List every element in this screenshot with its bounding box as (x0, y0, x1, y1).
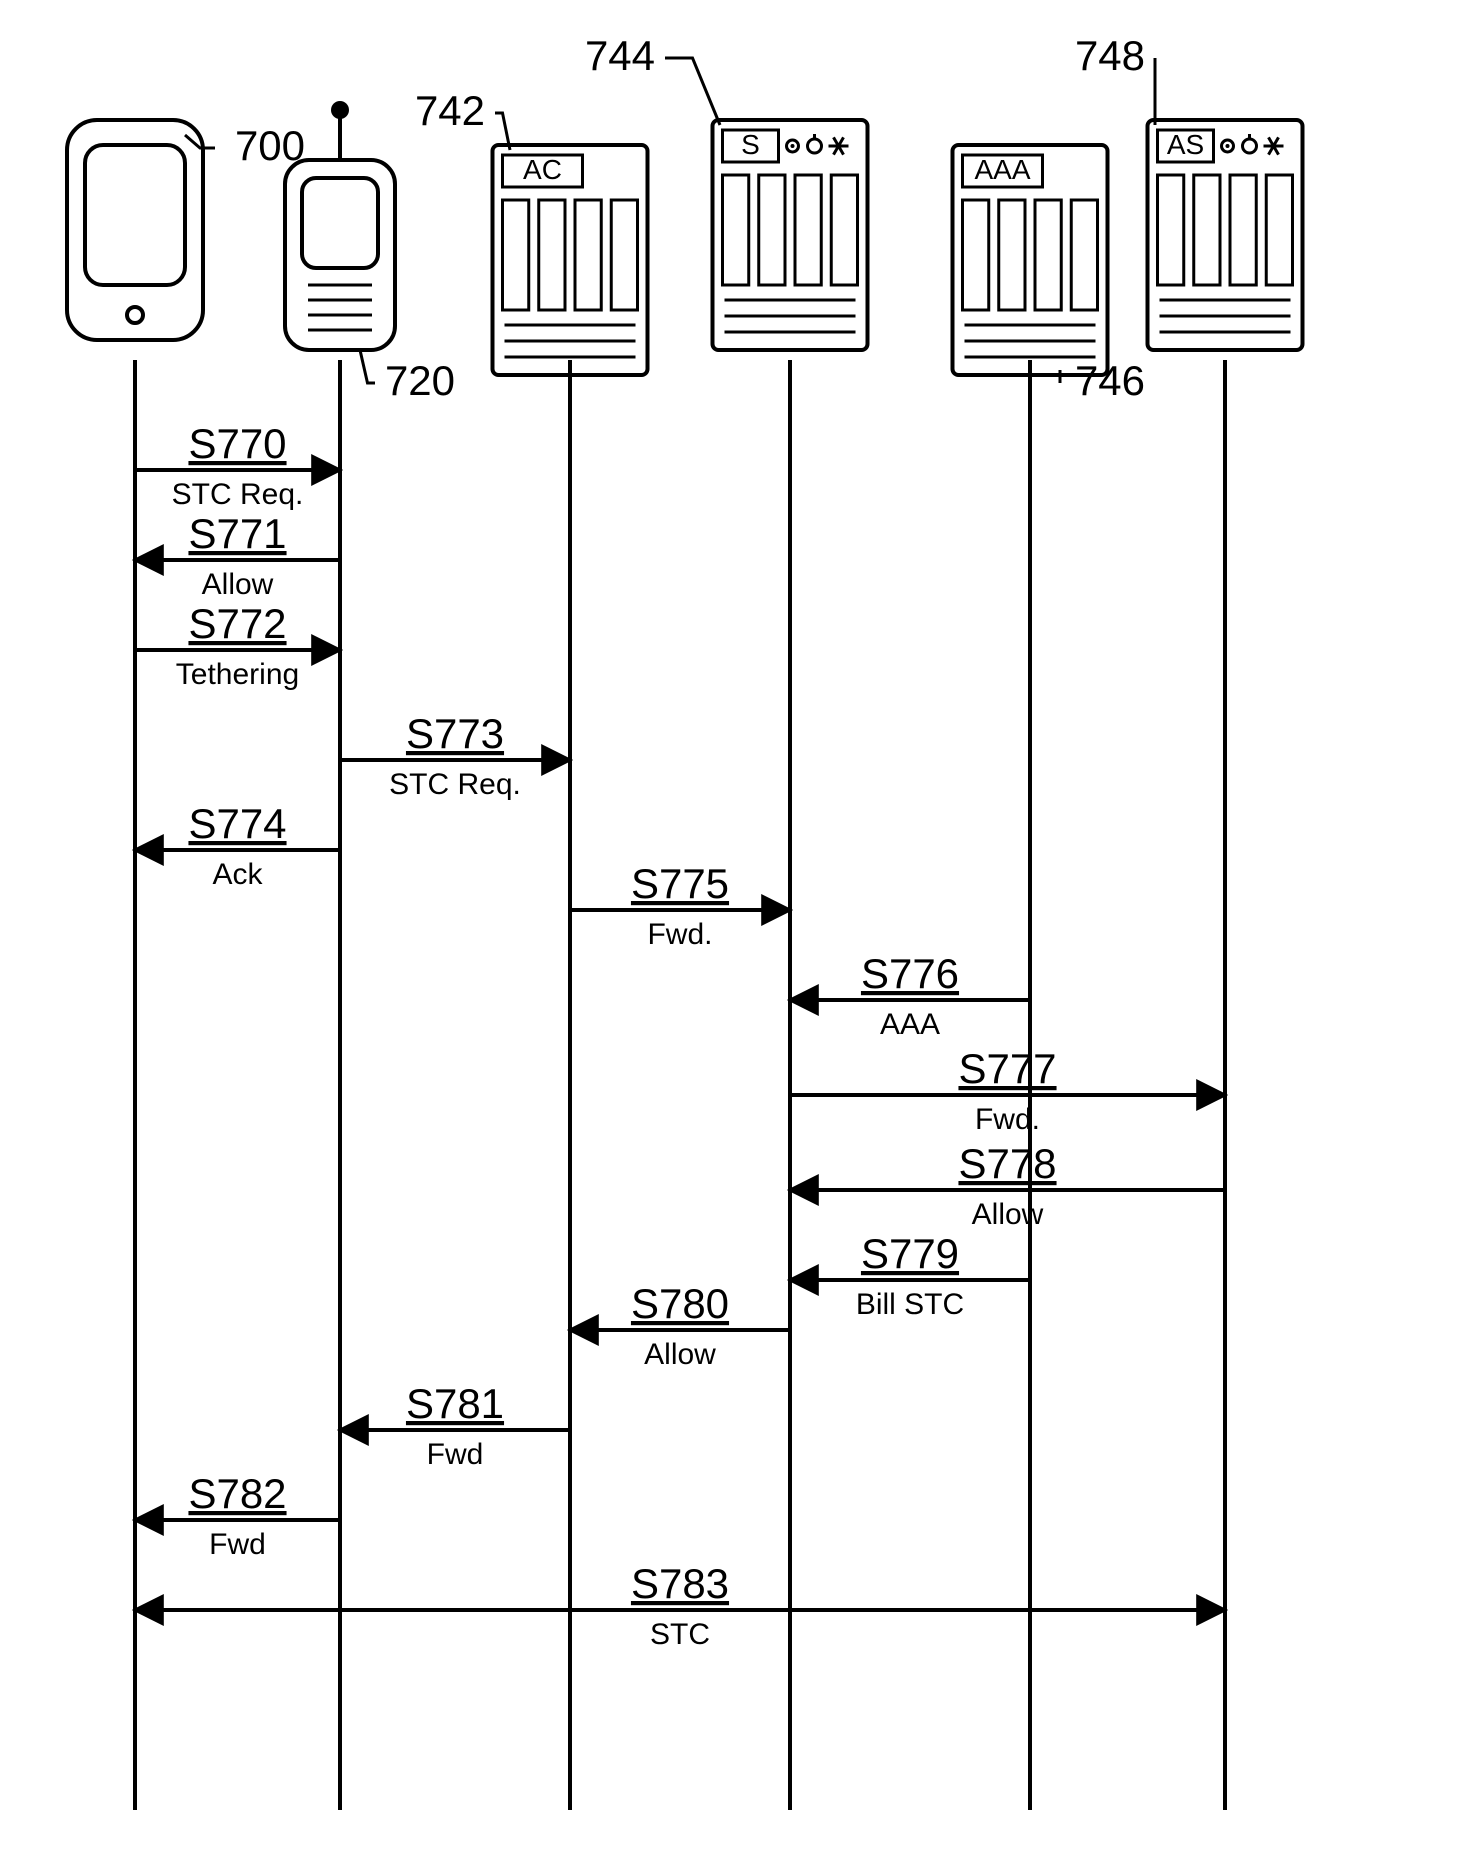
ref-ac: 742 (415, 87, 485, 134)
ref-client: 700 (235, 122, 305, 169)
msg-label-s781: Fwd (427, 1438, 484, 1471)
msg-label-s775: Fwd. (647, 918, 712, 951)
actor-ac: AC (493, 145, 648, 375)
actor-aaa: AAA (953, 145, 1108, 375)
step-s776: S776 (861, 950, 959, 997)
step-s779: S779 (861, 1230, 959, 1277)
msg-label-s777: Fwd. (975, 1103, 1040, 1136)
ref-aaa: 746 (1075, 357, 1145, 404)
step-s774: S774 (188, 800, 286, 847)
msg-label-s782: Fwd (209, 1528, 266, 1561)
msg-label-s778: Allow (972, 1198, 1044, 1231)
step-s782: S782 (188, 1470, 286, 1517)
ref-as: 748 (1075, 32, 1145, 79)
actor-as: AS (1148, 120, 1303, 350)
step-s773: S773 (406, 710, 504, 757)
msg-label-s773: STC Req. (389, 768, 521, 801)
msg-label-s770: STC Req. (172, 478, 304, 511)
step-s771: S771 (188, 510, 286, 557)
step-s772: S772 (188, 600, 286, 647)
step-s781: S781 (406, 1380, 504, 1427)
step-s778: S778 (958, 1140, 1056, 1187)
msg-label-s774: Ack (212, 858, 263, 891)
step-s775: S775 (631, 860, 729, 907)
actor-label: AAA (974, 154, 1030, 185)
step-s783: S783 (631, 1560, 729, 1607)
step-s777: S777 (958, 1045, 1056, 1092)
ref-phone: 720 (385, 357, 455, 404)
msg-label-s776: AAA (880, 1008, 940, 1041)
msg-label-s779: Bill STC (856, 1288, 964, 1321)
actor-s: S (713, 120, 868, 350)
step-s780: S780 (631, 1280, 729, 1327)
sequence-diagram: ACSAAAAS S770STC Req.S771AllowS772Tether… (0, 0, 1463, 1867)
msg-label-s783: STC (650, 1618, 710, 1651)
actor-label: AC (523, 154, 562, 185)
msg-label-s780: Allow (644, 1338, 716, 1371)
actor-label: AS (1167, 129, 1204, 160)
actor-label: S (741, 129, 760, 160)
ref-s: 744 (585, 32, 655, 79)
msg-label-s771: Allow (202, 568, 274, 601)
actor-client (67, 120, 203, 340)
step-s770: S770 (188, 420, 286, 467)
msg-label-s772: Tethering (176, 658, 299, 691)
